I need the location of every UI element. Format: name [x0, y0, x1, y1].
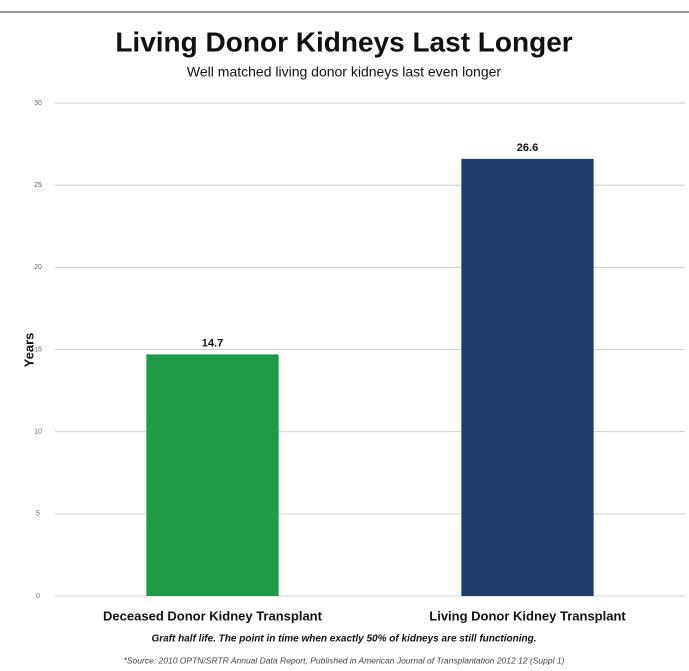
y-tick-label: 25 — [34, 182, 42, 189]
source: *Source: 2010 OPTN/SRTR Annual Data Repo… — [124, 655, 565, 665]
y-tick-label: 20 — [34, 264, 42, 271]
data-label: 26.6 — [517, 142, 538, 154]
x-tick-label: Deceased Donor Kidney Transplant — [103, 608, 323, 623]
y-tick-label: 30 — [34, 100, 42, 107]
bar — [146, 354, 279, 596]
bar — [461, 158, 594, 596]
data-label: 14.7 — [202, 337, 223, 349]
y-tick-label: 5 — [36, 511, 40, 518]
y-tick-label: 15 — [34, 346, 42, 353]
x-tick-label: Living Donor Kidney Transplant — [429, 608, 626, 623]
chart-title: Living Donor Kidneys Last Longer — [115, 26, 572, 57]
y-tick-label: 0 — [36, 593, 40, 600]
footnote: Graft half life. The point in time when … — [151, 634, 536, 645]
y-tick-label: 10 — [34, 429, 42, 436]
chart-subtitle: Well matched living donor kidneys last e… — [187, 64, 501, 80]
y-axis-label: Years — [21, 333, 36, 368]
